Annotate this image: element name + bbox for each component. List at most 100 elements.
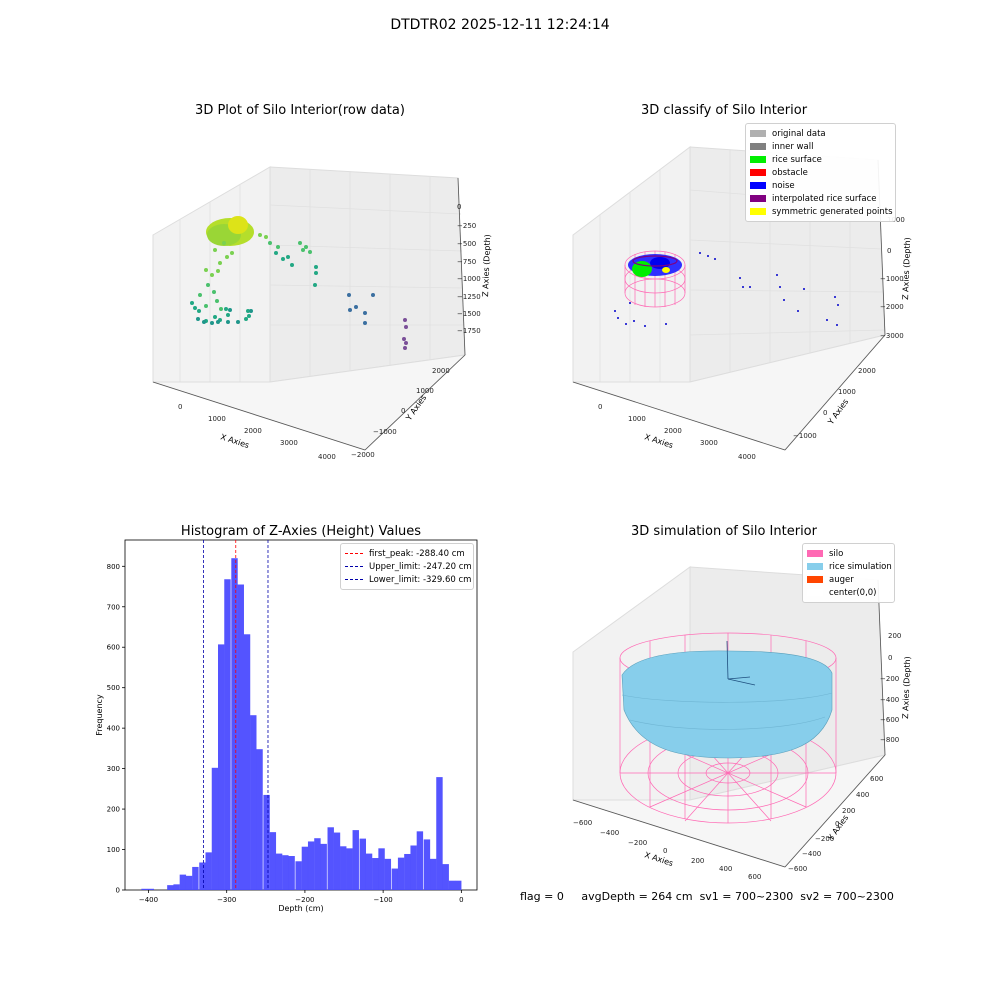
histogram-bar <box>167 885 174 890</box>
classify-y-tick: −1000 <box>793 432 817 440</box>
classify-noise-points <box>614 252 839 327</box>
histogram-bar <box>295 861 302 890</box>
histogram-bar <box>237 584 244 890</box>
legend-item-auger: auger <box>807 573 890 586</box>
legend-swatch <box>750 182 766 189</box>
sim-x-tick: −600 <box>573 819 592 827</box>
sim-z-label: Z Axies (Depth) <box>901 656 912 719</box>
figure-title: DTDTR02 2025-12-11 12:24:14 <box>390 17 610 33</box>
sim-y-tick: 600 <box>870 775 883 783</box>
sim-x-label: X Axies <box>643 850 674 868</box>
sim-z-tick: 0 <box>888 654 892 662</box>
classify-x-tick: 2000 <box>664 427 682 435</box>
legend-swatch <box>750 130 766 137</box>
sim-x-tick: −200 <box>628 839 647 847</box>
classify-silo-mesh <box>624 250 686 308</box>
sim-z-tick: −200 <box>880 675 899 683</box>
histogram-bar <box>372 858 379 890</box>
sim-z-tick: −600 <box>880 716 899 724</box>
histogram-bar <box>173 884 180 890</box>
raw-3d-plot: 0 1000 2000 3000 4000 2000 1000 0 −1000 … <box>152 166 492 461</box>
histogram-bar <box>275 853 283 890</box>
legend-label: interpolated rice surface <box>772 193 877 204</box>
histogram-bar <box>320 843 327 890</box>
histogram-bar <box>263 794 270 890</box>
legend-line <box>345 553 363 554</box>
x-tick-label: −300 <box>217 896 236 904</box>
histogram-bar <box>179 874 187 890</box>
classify-x-tick: 3000 <box>700 439 718 447</box>
x-tick-label: −400 <box>139 896 158 904</box>
histogram-bar <box>397 857 405 890</box>
histogram-bar <box>442 864 449 890</box>
legend-item-upper-limit: Upper_limit: -247.20 cm <box>345 560 472 573</box>
legend-label: rice surface <box>772 154 822 165</box>
classify-plot-title: 3D classify of Silo Interior <box>640 103 808 118</box>
sv2-text: sv2 = 700~2300 <box>800 890 894 903</box>
raw-y-tick: 0 <box>401 407 405 415</box>
histogram-bar <box>340 846 347 890</box>
histogram-bar <box>269 832 277 890</box>
legend-label: inner wall <box>772 141 814 152</box>
simulation-3d-plot: −600 −400 −200 0 200 400 600 600 400 200… <box>572 566 912 880</box>
sim-y-tick: −400 <box>802 850 821 858</box>
legend-label: Lower_limit: -329.60 cm <box>369 574 472 585</box>
legend-swatch <box>807 576 823 583</box>
histogram-bar <box>314 838 321 890</box>
legend-item-rice-surface: rice surface <box>750 153 891 166</box>
classify-z-tick: −1000 <box>880 275 904 283</box>
histogram-title: Histogram of Z-Axies (Height) Values <box>180 524 422 539</box>
histogram-bar <box>205 852 212 890</box>
histogram-bar <box>455 880 462 890</box>
classify-x-tick: 1000 <box>628 415 646 423</box>
histogram-bar <box>224 579 231 890</box>
histogram-legend: first_peak: -288.40 cm Upper_limit: -247… <box>340 543 474 590</box>
legend-label: rice simulation <box>829 561 892 572</box>
histogram-bar <box>218 644 225 890</box>
raw-z-tick: −750 <box>457 258 476 266</box>
histogram-bar <box>141 888 148 890</box>
flag-text: flag = 0 <box>520 890 564 903</box>
sv1-text: sv1 = 700~2300 <box>699 890 794 903</box>
sim-y-tick: −600 <box>788 865 807 873</box>
histogram-bar <box>301 846 309 890</box>
x-tick-label: −100 <box>374 896 393 904</box>
histogram-bar <box>243 634 251 890</box>
raw-z-tick: −1000 <box>457 275 481 283</box>
raw-x-tick: 4000 <box>318 453 336 461</box>
histogram-bar <box>327 827 334 890</box>
legend-swatch <box>750 143 766 150</box>
histogram-bar <box>185 875 193 890</box>
classify-y-label: Y Axies <box>826 397 851 427</box>
classify-z-tick: 0 <box>887 247 891 255</box>
legend-swatch <box>750 208 766 215</box>
legend-item-center: center(0,0) <box>807 586 890 599</box>
legend-swatch <box>807 589 823 596</box>
histogram-bar <box>231 558 238 890</box>
sim-z-tick: −800 <box>880 736 899 744</box>
histogram-bar <box>391 868 399 890</box>
y-tick-label: 200 <box>107 806 120 814</box>
raw-y-tick: 1000 <box>416 387 434 395</box>
classify-y-tick: 2000 <box>858 367 876 375</box>
raw-y-tick: 2000 <box>432 367 450 375</box>
legend-item-lower-limit: Lower_limit: -329.60 cm <box>345 573 472 586</box>
classify-z-label: Z Axies (Depth) <box>901 237 912 300</box>
raw-x-tick: 3000 <box>280 439 298 447</box>
legend-label: Upper_limit: -247.20 cm <box>369 561 472 572</box>
raw-axis-lines <box>152 177 466 451</box>
simulation-axis-lines <box>572 579 886 868</box>
histogram-bar <box>378 848 385 890</box>
histogram-bar <box>448 880 456 890</box>
histogram-bar <box>211 767 219 890</box>
raw-scatter-points <box>190 216 408 350</box>
raw-x-tick: 1000 <box>208 415 226 423</box>
legend-label: obstacle <box>772 167 808 178</box>
classify-surface <box>628 254 682 277</box>
histogram-bar <box>250 715 257 890</box>
raw-z-tick: 0 <box>457 203 461 211</box>
status-footer: flag = 0 avgDepth = 264 cm sv1 = 700~230… <box>520 890 894 903</box>
classify-y-tick: 0 <box>823 409 827 417</box>
y-tick-label: 400 <box>107 725 120 733</box>
histogram-bar <box>384 858 392 890</box>
